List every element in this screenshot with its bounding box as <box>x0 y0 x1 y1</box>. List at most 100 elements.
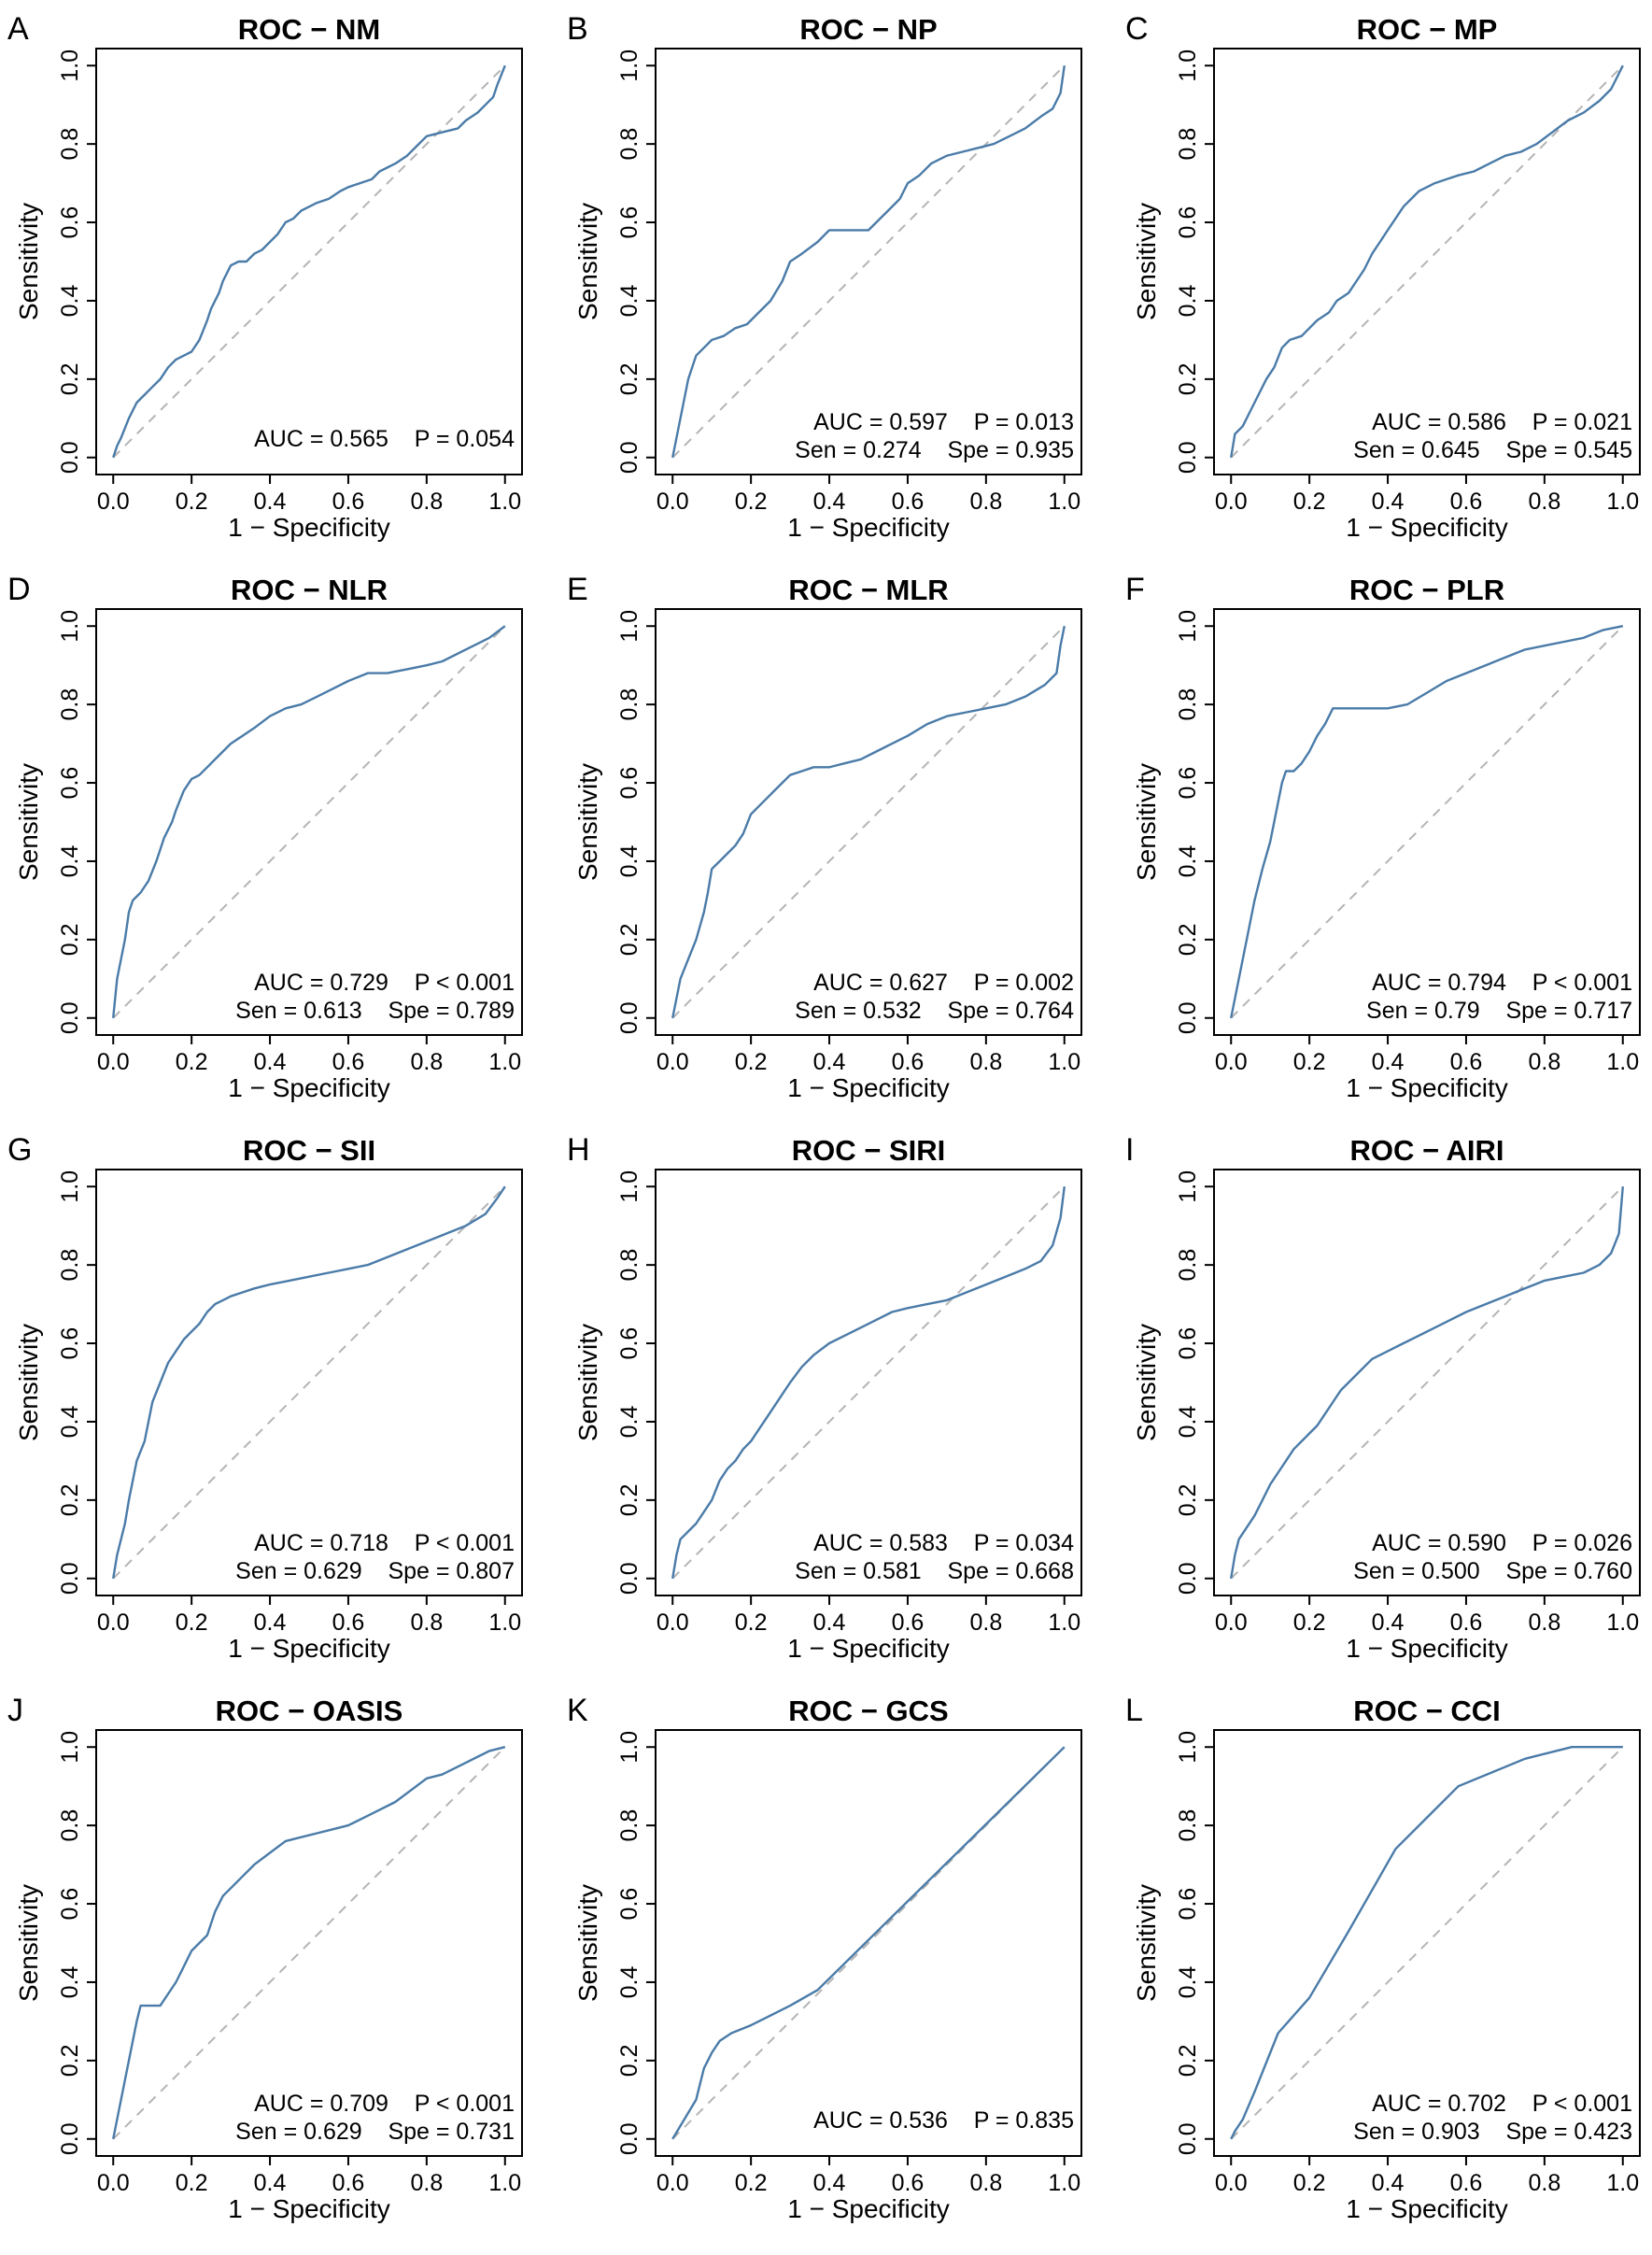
stat-line: Sen = 0.613 Spe = 0.789 <box>235 998 515 1024</box>
chart-title: ROC − NP <box>799 13 937 46</box>
panel-letter: K <box>567 1693 588 1728</box>
plot-frame <box>1213 48 1641 475</box>
x-tick-label: 0.8 <box>1528 2170 1560 2196</box>
stat-line: AUC = 0.627 P = 0.002 <box>813 970 1074 996</box>
panel-letter: L <box>1125 1693 1143 1728</box>
chart-title: ROC − SII <box>243 1134 375 1167</box>
y-tick-label: 0.4 <box>616 844 642 877</box>
roc-panel-i: I ROC − AIRI 0.0 0.2 0.4 0.6 0.8 1.0 0.0 0.2 0.4 0.… <box>1125 1132 1641 1663</box>
stat-line: AUC = 0.586 P = 0.021 <box>1372 409 1632 435</box>
roc-panel-j: J ROC − OASIS 0.0 0.2 0.4 0.6 0.8 1.0 0.0 0.2 0.4 0… <box>7 1693 523 2223</box>
roc-curve-mlr <box>671 625 1066 1019</box>
x-tick-label: 0.6 <box>1450 1049 1483 1075</box>
roc-panel-a: A ROC − NM 0.0 0.2 0.4 0.6 0.8 1.0 0.0 0.2 0.4 0.6 0… <box>7 11 523 542</box>
x-tick-label: 0.4 <box>254 2170 287 2196</box>
stat-line: AUC = 0.718 P < 0.001 <box>254 1530 515 1556</box>
roc-curve-oasis <box>112 1746 506 2140</box>
y-tick-label: 0.4 <box>1175 1965 1201 1998</box>
y-tick-label: 0.6 <box>57 767 83 800</box>
x-tick-label: 0.2 <box>176 2170 208 2196</box>
y-tick-label: 1.0 <box>616 1170 642 1203</box>
reference-diagonal <box>671 625 1066 1019</box>
roc-curve-mp <box>1230 64 1624 458</box>
panel-letter: C <box>1125 11 1149 47</box>
x-tick-label: 0.8 <box>969 1610 1002 1636</box>
reference-diagonal <box>1230 1746 1624 2140</box>
y-tick-label: 0.6 <box>616 1327 642 1360</box>
roc-curve-plr <box>1230 625 1624 1019</box>
y-tick-label: 0.4 <box>57 1965 83 1998</box>
panel-letter: I <box>1125 1132 1134 1168</box>
panel-letter: H <box>567 1132 590 1168</box>
x-tick-label: 0.0 <box>97 2170 130 2196</box>
x-tick-label: 1.0 <box>488 1049 521 1075</box>
x-tick-label: 0.0 <box>1215 1610 1248 1636</box>
x-tick-label: 0.4 <box>1372 489 1405 515</box>
y-tick-label: 0.0 <box>57 441 83 474</box>
x-tick-label: 0.0 <box>97 1610 130 1636</box>
x-tick-label: 0.8 <box>1528 1049 1560 1075</box>
y-tick-label: 1.0 <box>1175 1731 1201 1764</box>
roc-curve-nlr <box>112 625 506 1018</box>
chart-title: ROC − MP <box>1357 13 1498 46</box>
y-tick-label: 0.2 <box>1175 1483 1201 1516</box>
x-tick-label: 0.8 <box>410 1610 443 1636</box>
y-tick-label: 0.0 <box>616 441 642 474</box>
y-tick-label: 0.6 <box>616 1888 642 1921</box>
y-axis-label: Sensitivity <box>1132 1324 1161 1441</box>
y-tick-label: 0.8 <box>1175 688 1201 721</box>
x-tick-label: 0.2 <box>176 1610 208 1636</box>
y-tick-label: 1.0 <box>57 50 83 82</box>
stat-line: AUC = 0.794 P < 0.001 <box>1372 970 1632 996</box>
x-tick-label: 0.4 <box>813 2170 846 2196</box>
x-axis-label: 1 − Specificity <box>228 2194 390 2223</box>
x-tick-label: 0.0 <box>1215 2170 1248 2196</box>
x-tick-label: 0.2 <box>735 2170 768 2196</box>
y-axis-label: Sensitivity <box>1132 1884 1161 2002</box>
x-axis-label: 1 − Specificity <box>1346 513 1508 542</box>
y-tick-label: 0.4 <box>1175 844 1201 877</box>
y-tick-label: 0.2 <box>57 2044 83 2077</box>
x-axis-label: 1 − Specificity <box>228 1073 390 1102</box>
reference-diagonal <box>112 1185 506 1580</box>
x-tick-label: 0.6 <box>332 2170 365 2196</box>
x-tick-label: 0.8 <box>969 2170 1002 2196</box>
x-tick-label: 0.8 <box>410 489 443 515</box>
y-axis-label: Sensitivity <box>573 1324 602 1441</box>
x-tick-label: 0.2 <box>735 1049 768 1075</box>
panel-letter: B <box>567 11 588 47</box>
y-tick-label: 0.2 <box>1175 923 1201 956</box>
plot-frame <box>95 1169 523 1596</box>
y-tick-label: 0.0 <box>616 1001 642 1034</box>
y-tick-label: 0.2 <box>616 923 642 956</box>
x-axis-label: 1 − Specificity <box>1346 1073 1508 1102</box>
roc-curve-siri <box>671 1186 1066 1579</box>
y-tick-label: 0.4 <box>616 1965 642 1998</box>
y-axis-label: Sensitivity <box>1132 763 1161 881</box>
y-tick-label: 0.4 <box>1175 1405 1201 1438</box>
roc-panel-b: B ROC − NP 0.0 0.2 0.4 0.6 0.8 1.0 0.0 0.2 0.4 0.6 0… <box>567 11 1082 542</box>
x-tick-label: 1.0 <box>488 489 521 515</box>
y-tick-label: 1.0 <box>1175 50 1201 82</box>
x-tick-label: 0.2 <box>1293 1049 1326 1075</box>
x-tick-label: 0.8 <box>969 1049 1002 1075</box>
y-axis-label: Sensitivity <box>14 1884 43 2002</box>
y-tick-label: 0.2 <box>616 2044 642 2077</box>
y-axis-label: Sensitivity <box>573 1884 602 2002</box>
y-tick-label: 0.0 <box>616 1562 642 1595</box>
x-tick-label: 0.0 <box>97 1049 130 1075</box>
y-axis-label: Sensitivity <box>573 763 602 881</box>
y-tick-label: 0.4 <box>57 284 83 317</box>
reference-diagonal <box>1230 1185 1624 1580</box>
x-tick-label: 0.2 <box>176 1049 208 1075</box>
roc-curve-np <box>671 65 1066 459</box>
roc-panel-k: K ROC − GCS 0.0 0.2 0.4 0.6 0.8 1.0 0.0 0.2 0.4 0.6… <box>567 1693 1082 2223</box>
y-tick-label: 0.2 <box>616 1483 642 1516</box>
y-axis-label: Sensitivity <box>14 763 43 881</box>
x-tick-label: 0.4 <box>1372 1049 1405 1075</box>
x-tick-label: 1.0 <box>488 1610 521 1636</box>
plot-frame <box>655 48 1082 475</box>
stat-line: AUC = 0.597 P = 0.013 <box>813 409 1074 435</box>
x-tick-label: 0.6 <box>892 2170 925 2196</box>
y-tick-label: 0.2 <box>57 1483 83 1516</box>
